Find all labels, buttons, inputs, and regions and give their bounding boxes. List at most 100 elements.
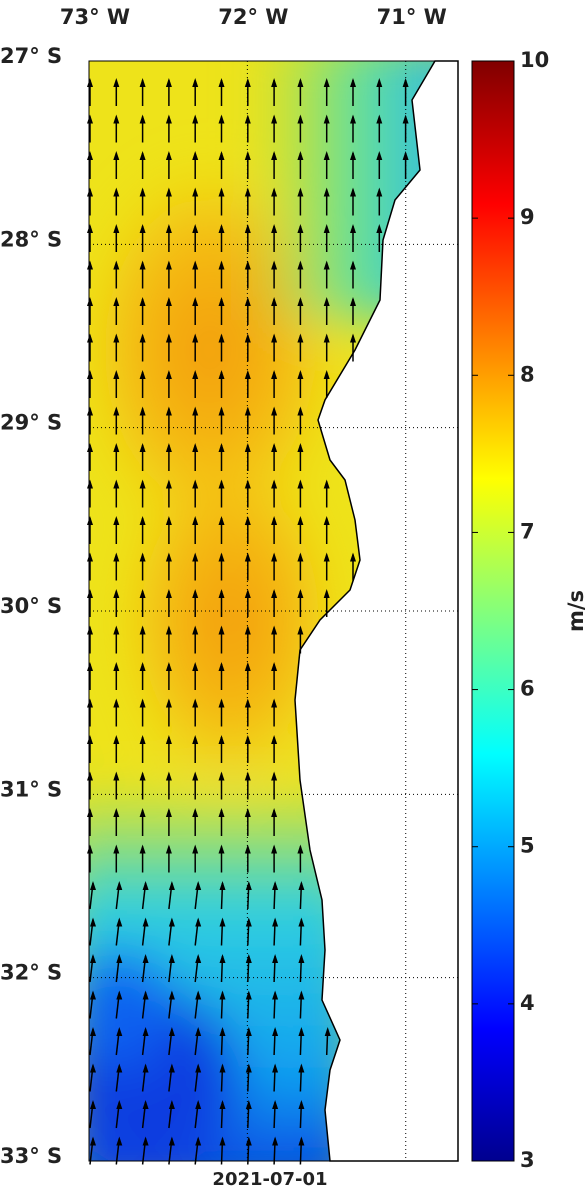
arrow-head (165, 625, 172, 635)
arrow-head (192, 443, 199, 452)
arrow-head (323, 516, 330, 525)
arrow-head (165, 333, 172, 343)
arrow-head (218, 771, 225, 781)
arrow-head (218, 224, 225, 233)
arrow-head (168, 954, 175, 963)
arrow-head (113, 808, 120, 817)
arrow-head (271, 297, 278, 306)
land (294, 60, 459, 1162)
arrow-head (113, 406, 120, 416)
arrow-head (90, 917, 96, 927)
arrow-head (195, 990, 202, 1000)
colorbar-tick-label: 6 (520, 677, 535, 701)
arrow-head (271, 479, 278, 489)
arrow-head (219, 1136, 226, 1146)
arrow-head (350, 187, 356, 197)
arrow-head (192, 589, 199, 598)
arrow-head (350, 151, 356, 160)
arrow-head (139, 260, 146, 270)
arrow-head (271, 771, 278, 781)
arrow-head (271, 662, 278, 671)
arrow-head (139, 406, 146, 416)
arrow-head (298, 1136, 305, 1146)
arrow-head (168, 881, 175, 890)
arrow-head (165, 771, 172, 781)
arrow-head (195, 954, 202, 963)
arrow-head (192, 406, 199, 416)
arrow-head (272, 1027, 279, 1036)
arrow-head (271, 333, 278, 343)
arrow-head (298, 954, 305, 963)
arrow-head (297, 370, 304, 379)
arrow-head (272, 1063, 279, 1073)
arrow-head (323, 78, 330, 87)
arrow-head (113, 260, 120, 270)
arrow-head (271, 370, 278, 379)
arrow-head (271, 698, 278, 708)
arrow-head (245, 1100, 252, 1109)
arrow-head (350, 552, 356, 562)
arrow-head (218, 479, 225, 489)
arrow-head (192, 698, 199, 708)
arrow-head (218, 625, 225, 635)
arrow-head (244, 187, 251, 197)
arrow-head (324, 1027, 331, 1036)
arrow-head (113, 552, 120, 562)
arrow-head (116, 954, 123, 963)
map-frame (88, 60, 459, 1162)
arrow-head (113, 844, 120, 854)
arrow-head (113, 297, 120, 306)
arrow-head (192, 625, 199, 635)
arrow-head (376, 187, 383, 197)
arrow-head (323, 333, 330, 343)
arrow-head (244, 479, 251, 489)
arrow-head (298, 1100, 305, 1109)
arrow-head (165, 187, 172, 197)
arrow-head (219, 1063, 226, 1073)
arrow-head (192, 333, 199, 343)
arrow-head (272, 990, 279, 1000)
arrow-head (113, 625, 120, 635)
arrow-head (90, 1027, 96, 1036)
arrow-head (113, 698, 120, 708)
arrow-head (165, 808, 172, 817)
arrow-head (244, 370, 251, 379)
arrow-head (271, 260, 278, 270)
arrow-head (350, 333, 356, 343)
arrow-head (297, 443, 304, 452)
arrow-head (168, 1136, 175, 1146)
arrow-head (323, 114, 330, 124)
arrow-head (139, 224, 146, 233)
arrow-head (165, 370, 172, 379)
arrow-head (90, 1063, 96, 1073)
arrow-head (195, 1063, 202, 1073)
arrow-head (218, 516, 225, 525)
arrow-head (271, 151, 278, 160)
arrow-head (271, 516, 278, 525)
arrow-head (244, 151, 251, 160)
arrow-head (113, 224, 120, 233)
arrow-head (142, 1100, 149, 1109)
arrow-head (165, 589, 172, 598)
arrow-head (139, 735, 146, 744)
arrow-head (139, 589, 146, 598)
arrow-head (139, 151, 146, 160)
arrow-head (142, 954, 149, 963)
arrow-head (139, 78, 146, 87)
arrow-head (297, 552, 304, 562)
arrow-head (245, 954, 252, 963)
arrow-head (298, 1063, 305, 1073)
arrow-head (323, 479, 330, 489)
arrow-head (139, 297, 146, 306)
colorbar-tick-label: 3 (520, 1148, 535, 1172)
arrow-head (218, 114, 225, 124)
arrow-head (113, 333, 120, 343)
arrow-head (142, 1136, 149, 1146)
arrow-head (165, 844, 172, 854)
arrow-head (297, 151, 304, 160)
colorbar-tick-label: 7 (520, 519, 535, 543)
arrow-head (297, 114, 304, 124)
arrow-head (350, 78, 356, 87)
y-tick-label: 31° S (0, 777, 62, 801)
arrow-head (116, 1136, 123, 1146)
